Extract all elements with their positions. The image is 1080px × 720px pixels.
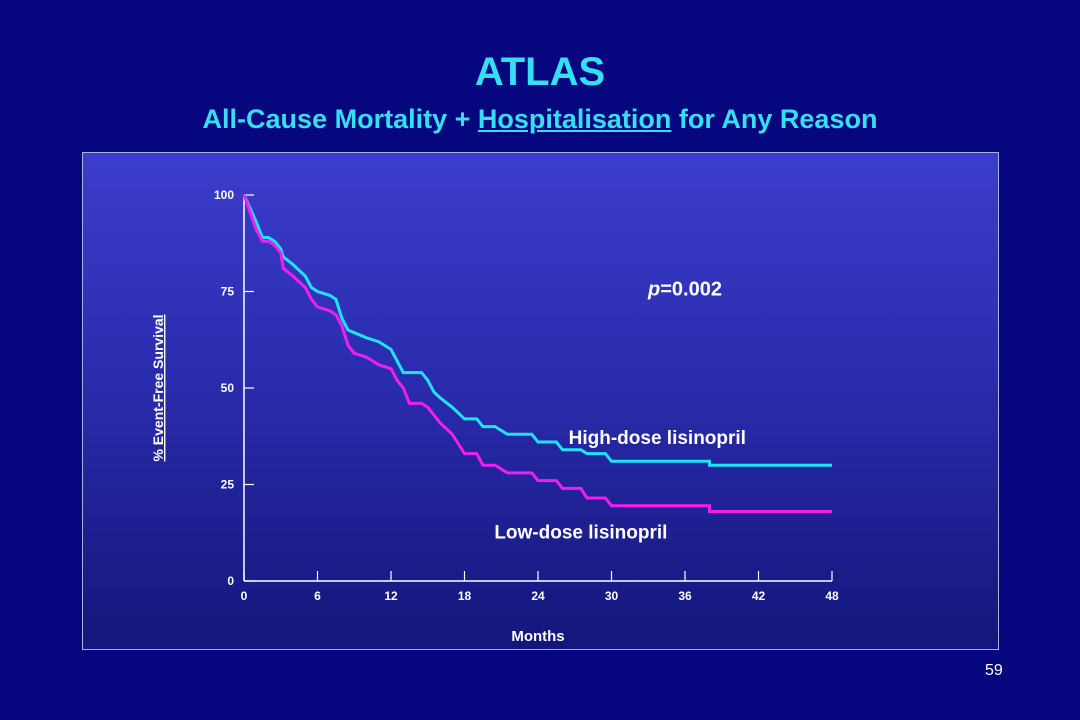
page-number: 59 [985,662,1003,679]
y-tick-label: 0 [227,574,234,588]
x-axis-label: Months [511,628,564,645]
y-tick-label: 25 [221,478,235,492]
survival-chart: 0 25 50 75 100 0 6 12 18 24 30 36 42 48 Months % Event-… [150,188,839,645]
y-tick-label: 75 [221,285,235,299]
series-label-high-dose: High-dose lisinopril [569,428,746,449]
chart-axes [243,194,833,582]
chart-series-layer [242,194,832,513]
x-tick-label: 18 [458,589,472,603]
subtitle-suffix: for Any Reason [671,104,878,134]
chart-labels: 0 25 50 75 100 0 6 12 18 24 30 36 42 48 Months % Event-… [150,188,839,645]
x-tick-label: 24 [531,589,545,603]
series-line-low-dose [242,194,832,513]
slide-subtitle: All-Cause Mortality + Hospitalisation fo… [0,104,1080,135]
x-tick-label: 12 [384,589,398,603]
x-tick-label: 48 [825,589,839,603]
x-tick-label: 36 [678,589,692,603]
x-tick-label: 0 [241,589,248,603]
p-value-symbol: p [647,278,660,300]
subtitle-prefix: All-Cause Mortality + [202,104,478,134]
y-axis-label: % Event-Free Survival [150,314,166,461]
y-tick-label: 100 [214,188,234,202]
x-tick-label: 6 [314,589,321,603]
p-value-number: =0.002 [660,278,722,300]
series-label-low-dose: Low-dose lisinopril [494,523,667,544]
slide-title: ATLAS [474,50,606,94]
x-tick-label: 42 [752,589,766,603]
series-line-high-dose [242,194,832,467]
chart-panel: 0 25 50 75 100 0 6 12 18 24 30 36 42 48 Months % Event-… [82,152,999,650]
x-tick-label: 30 [605,589,619,603]
subtitle-underlined-word: Hospitalisation [477,104,672,134]
p-value-annotation: p=0.002 [647,278,722,300]
y-tick-label: 50 [221,381,235,395]
